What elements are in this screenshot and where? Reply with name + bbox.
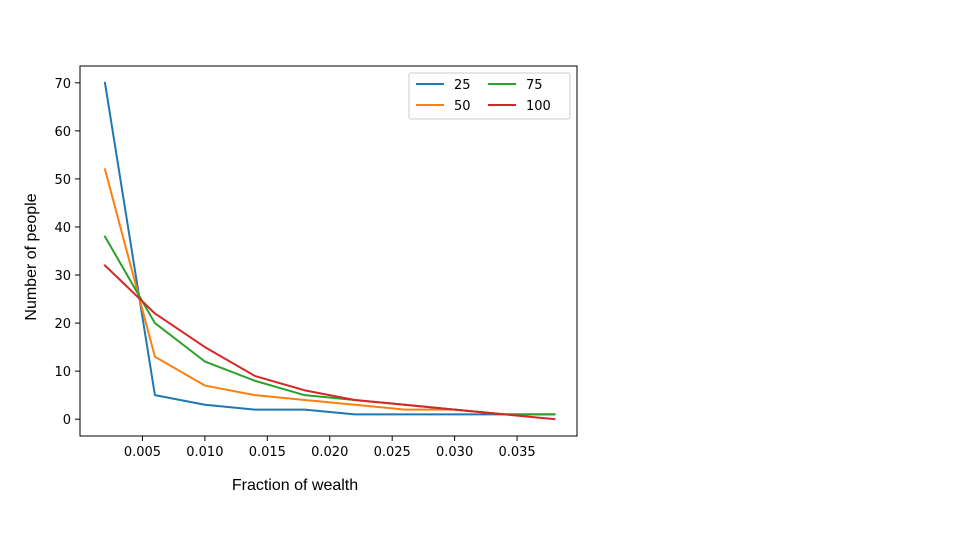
legend-label-25: 25 bbox=[454, 78, 471, 93]
y-tick-label: 40 bbox=[54, 221, 71, 236]
legend-label-100: 100 bbox=[526, 99, 551, 114]
y-tick-label: 30 bbox=[54, 269, 71, 284]
x-tick-label: 0.015 bbox=[249, 445, 286, 460]
y-tick-label: 50 bbox=[54, 173, 71, 188]
x-axis-label: Fraction of wealth bbox=[232, 477, 358, 494]
y-tick-label: 70 bbox=[54, 77, 71, 92]
x-tick-label: 0.020 bbox=[311, 445, 348, 460]
legend: 25 50 75 100 bbox=[408, 72, 571, 120]
series-line-25 bbox=[103, 81, 556, 416]
plot-frame bbox=[79, 65, 578, 437]
y-axis: 0 10 20 30 40 50 60 70 bbox=[54, 77, 80, 428]
x-tick-label: 0.030 bbox=[436, 445, 473, 460]
x-axis: 0.005 0.010 0.015 0.020 0.025 0.030 0.035 bbox=[124, 436, 536, 460]
y-tick-label: 0 bbox=[63, 413, 71, 428]
x-tick-label: 0.025 bbox=[374, 445, 411, 460]
y-tick-label: 20 bbox=[54, 317, 71, 332]
x-tick-label: 0.010 bbox=[186, 445, 223, 460]
y-tick-label: 60 bbox=[54, 125, 71, 140]
series-layer bbox=[103, 81, 556, 421]
x-tick-label: 0.035 bbox=[498, 445, 535, 460]
series-line-100 bbox=[103, 264, 556, 421]
y-tick-label: 10 bbox=[54, 365, 71, 380]
legend-box bbox=[408, 72, 571, 120]
legend-label-50: 50 bbox=[454, 99, 471, 114]
y-axis-label: Number of people bbox=[23, 193, 40, 320]
legend-label-75: 75 bbox=[526, 78, 543, 93]
x-tick-label: 0.005 bbox=[124, 445, 161, 460]
